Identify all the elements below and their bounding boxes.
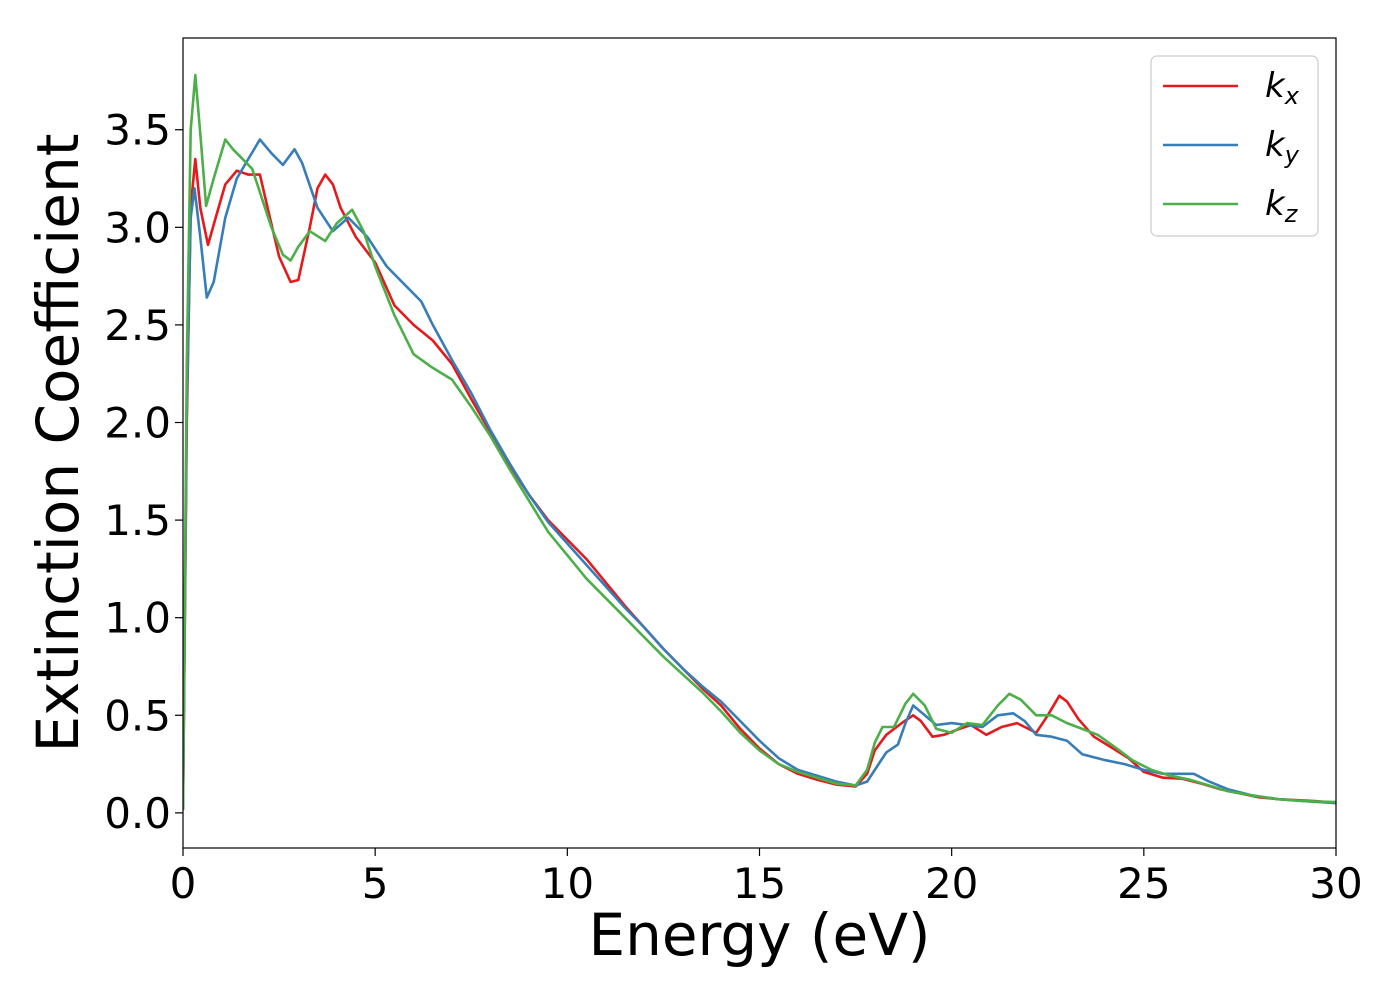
x-tick-label: 30 [1309, 859, 1362, 908]
y-tick-label: 1.0 [104, 594, 171, 643]
legend: kx ky kz [1150, 55, 1319, 237]
x-tick-label: 25 [1117, 859, 1170, 908]
y-tick-label: 2.0 [104, 399, 171, 448]
y-tick-label: 0.5 [104, 691, 171, 740]
y-tick-label: 2.5 [104, 301, 171, 350]
legend-label-kx: kx [1265, 66, 1300, 110]
legend-label-ky: ky [1265, 125, 1300, 169]
series-line-kx [183, 157, 1336, 811]
x-tick-label: 20 [925, 859, 978, 908]
series-line-ky [183, 138, 1336, 811]
y-tick-label: 0.0 [104, 789, 171, 838]
x-tick-label: 10 [541, 859, 594, 908]
y-tick-label: 1.5 [104, 496, 171, 545]
y-tick-label: 3.5 [104, 106, 171, 155]
y-axis-ticks: 0.0 0.5 1.0 1.5 2.0 2.5 3.0 3.5 [104, 106, 183, 838]
y-tick-label: 3.0 [104, 203, 171, 252]
x-tick-label: 0 [170, 859, 197, 908]
series-line-kz [183, 73, 1336, 811]
x-axis-label: Energy (eV) [588, 901, 930, 969]
y-axis-label: Extinction Coefficient [24, 134, 92, 753]
x-tick-label: 15 [733, 859, 786, 908]
x-tick-label: 5 [362, 859, 389, 908]
x-axis-ticks: 0 5 10 15 20 25 30 [170, 848, 1363, 908]
series-layer [183, 73, 1336, 811]
legend-label-kz: kz [1265, 184, 1299, 228]
